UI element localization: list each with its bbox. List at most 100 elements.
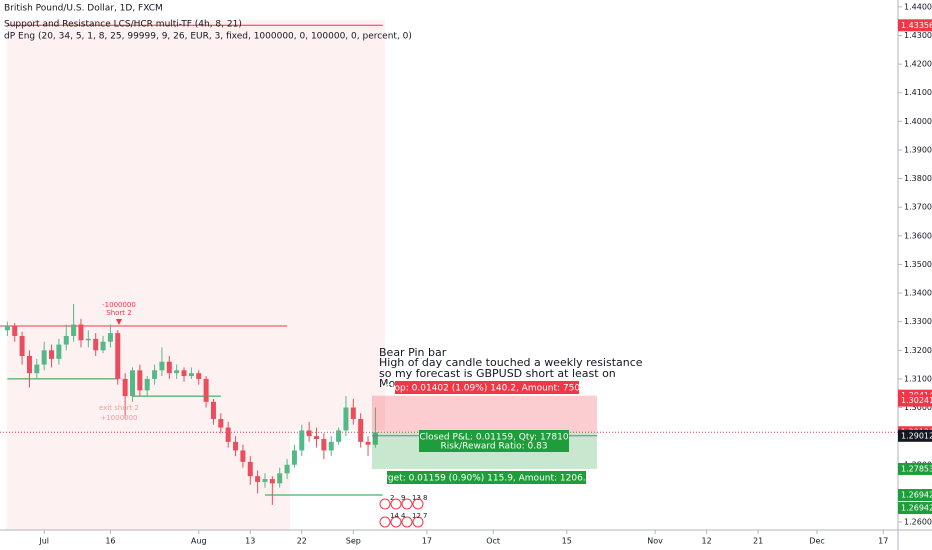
badges: 2 9 13 8 14 4 12 7 bbox=[379, 494, 427, 528]
candle-body bbox=[358, 418, 364, 442]
x-tick-label: 21 bbox=[753, 537, 763, 546]
order-label: Short 2 bbox=[106, 309, 131, 317]
stop-zone bbox=[372, 395, 597, 433]
target-label: Target: 0.01159 (0.90%) 115.9, Amount: 1… bbox=[374, 474, 597, 484]
zone bbox=[290, 20, 385, 430]
x-tick-label: Oct bbox=[486, 537, 500, 546]
annotation: High of day candle touched a weekly resi… bbox=[379, 356, 643, 369]
closed-label: Closed P&L: 0.01159, Qty: 17810 bbox=[419, 433, 568, 443]
candle-body bbox=[299, 430, 305, 451]
price-label: 1.30241 bbox=[901, 396, 932, 405]
badge-label: 8 bbox=[423, 494, 427, 502]
price-label-box bbox=[898, 394, 932, 407]
y-tick-label: 1.38000 bbox=[904, 174, 932, 183]
badge-label: 12 bbox=[412, 512, 421, 520]
candle-body bbox=[34, 364, 40, 374]
y-tick-label: 1.43000 bbox=[904, 31, 932, 40]
y-tick-label: 1.35000 bbox=[904, 260, 932, 269]
label-box bbox=[387, 471, 586, 484]
candle-body bbox=[328, 441, 334, 451]
badge bbox=[379, 516, 391, 528]
candle-body bbox=[365, 441, 371, 445]
position-tool: Stop: 0.01402 (1.09%) 140.2, Amount: 750… bbox=[372, 381, 597, 484]
chart-title: British Pound/U.S. Dollar, 1D, FXCM bbox=[4, 4, 163, 14]
candle-body bbox=[233, 441, 239, 451]
candle-body bbox=[262, 479, 268, 482]
badge bbox=[379, 498, 391, 510]
x-tick-label: Jul bbox=[38, 537, 49, 546]
label-box bbox=[395, 381, 579, 394]
candle-body bbox=[19, 335, 25, 357]
price-label: 1.27853 bbox=[901, 464, 932, 473]
x-tick-label: 16 bbox=[105, 537, 115, 546]
y-tick-label: 1.42000 bbox=[904, 60, 932, 69]
annotation: so my forecast is GBPUSD short at least … bbox=[379, 367, 616, 380]
x-tick-label: Aug bbox=[191, 537, 207, 546]
stop-label: Stop: 0.01402 (1.09%) 140.2, Amount: 750… bbox=[385, 384, 588, 394]
price-label: 1.29012 bbox=[901, 431, 932, 440]
y-tick-label: 1.40000 bbox=[904, 117, 932, 126]
candle-body bbox=[129, 370, 135, 397]
badge bbox=[401, 498, 413, 510]
plot bbox=[0, 24, 898, 505]
candle-body bbox=[240, 450, 246, 462]
badge-label: 2 bbox=[390, 494, 394, 502]
price-label-box bbox=[898, 429, 932, 442]
candle-body bbox=[255, 476, 261, 482]
candle-body bbox=[12, 325, 18, 336]
candle-body bbox=[225, 427, 231, 442]
order-label: +1000000 bbox=[100, 414, 137, 422]
x-tick-label: 17 bbox=[878, 537, 888, 546]
candle-body bbox=[56, 344, 62, 359]
x-tick-label: 15 bbox=[562, 537, 572, 546]
order-label: exit short 2 bbox=[99, 404, 139, 412]
ratio-label: Risk/Reward Ratio: 0.83 bbox=[440, 442, 547, 452]
candle-body bbox=[26, 356, 32, 374]
price-label: 1.43356 bbox=[901, 21, 932, 30]
candle-body bbox=[181, 370, 187, 377]
zone bbox=[7, 20, 290, 530]
badge bbox=[390, 516, 402, 528]
candle-body bbox=[291, 450, 297, 465]
candle-body bbox=[122, 378, 128, 397]
candle-body bbox=[4, 325, 10, 331]
candle-body bbox=[321, 438, 327, 451]
badge bbox=[412, 498, 424, 510]
x-tick-label: Dec bbox=[809, 537, 824, 546]
candle-body bbox=[166, 361, 172, 374]
candle-body bbox=[49, 350, 55, 359]
badge-label: 9 bbox=[401, 494, 405, 502]
indicator: dP Eng (20, 34, 5, 1, 8, 25, 99999, 9, 2… bbox=[4, 32, 412, 42]
y-tick-label: 1.32000 bbox=[904, 346, 932, 355]
y-tick-label: 1.33000 bbox=[904, 317, 932, 326]
x-tick-label: Nov bbox=[647, 537, 663, 546]
y-tick-label: 1.31000 bbox=[904, 374, 932, 383]
price-label-box bbox=[898, 462, 932, 475]
candle-body bbox=[350, 407, 356, 419]
candle-body bbox=[93, 338, 99, 351]
candle-body bbox=[336, 430, 342, 442]
candle-body bbox=[137, 370, 143, 391]
badge-label: 7 bbox=[423, 512, 427, 520]
badge bbox=[412, 516, 424, 528]
candle-body bbox=[247, 461, 253, 477]
candle-body bbox=[85, 338, 91, 341]
badge bbox=[390, 498, 402, 510]
annotation: Mo bbox=[379, 377, 395, 390]
y-tick-label: 1.26000 bbox=[904, 517, 932, 526]
x-tick-label: 17 bbox=[422, 537, 432, 546]
indicator: Support and Resistance LCS/HCR multi-TF … bbox=[4, 20, 242, 30]
candle-body bbox=[218, 418, 224, 428]
annotation: Bear Pin bar bbox=[379, 346, 447, 359]
badge-label: 13 bbox=[412, 494, 421, 502]
candle-body bbox=[63, 335, 69, 345]
label-box bbox=[419, 430, 569, 452]
candle-body bbox=[107, 333, 113, 342]
price-label: 1.26942 bbox=[901, 504, 932, 513]
candle-body bbox=[71, 324, 77, 336]
x-tick-label: Sep bbox=[346, 537, 361, 546]
y-tick-label: 1.41000 bbox=[904, 88, 932, 97]
badge-label: 4 bbox=[401, 512, 406, 520]
price-label-box bbox=[898, 19, 932, 32]
x-tick-label: 13 bbox=[245, 537, 255, 546]
